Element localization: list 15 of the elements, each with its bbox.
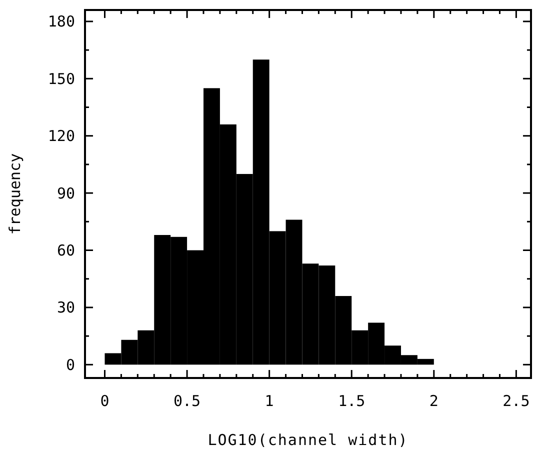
y-tick-label: 60 [56, 242, 75, 260]
x-tick-label: 1 [264, 392, 274, 410]
y-tick-label: 120 [48, 127, 75, 146]
x-tick-label: 2 [429, 392, 438, 410]
y-tick-label: 180 [48, 12, 75, 31]
x-axis-title: LOG10(channel width) [208, 431, 408, 449]
x-tick-label: 2.5 [502, 392, 530, 410]
y-tick-label: 150 [48, 70, 75, 88]
y-tick-label: 30 [56, 298, 75, 317]
y-tick-label: 90 [56, 184, 75, 202]
y-axis-title: frequency [6, 153, 24, 235]
y-tick-label: 0 [66, 356, 75, 374]
x-tick-label: 0.5 [173, 392, 201, 410]
x-tick-label: 0 [100, 392, 110, 410]
x-tick-label: 1.5 [338, 392, 366, 410]
